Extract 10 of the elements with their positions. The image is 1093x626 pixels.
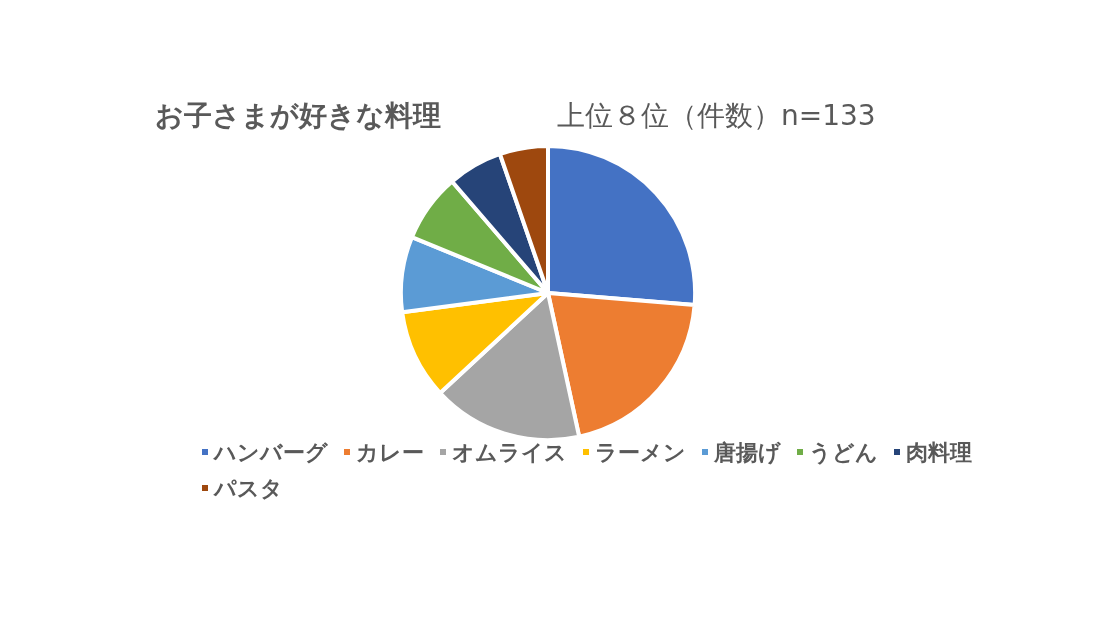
legend-label: パスタ: [213, 475, 283, 501]
legend-label: 肉料理: [906, 439, 972, 465]
legend-label: 唐揚げ: [713, 439, 781, 465]
chart-title: お子さまが好きな料理: [155, 98, 441, 132]
legend-label: ハンバーグ: [212, 439, 328, 465]
legend-label: うどん: [809, 439, 878, 465]
legend-label: オムライス: [452, 439, 567, 465]
legend-label: ラーメン: [595, 439, 686, 465]
chart-subtitle: 上位８位（件数）n=133: [557, 98, 876, 132]
legend-label: カレー: [356, 439, 424, 465]
